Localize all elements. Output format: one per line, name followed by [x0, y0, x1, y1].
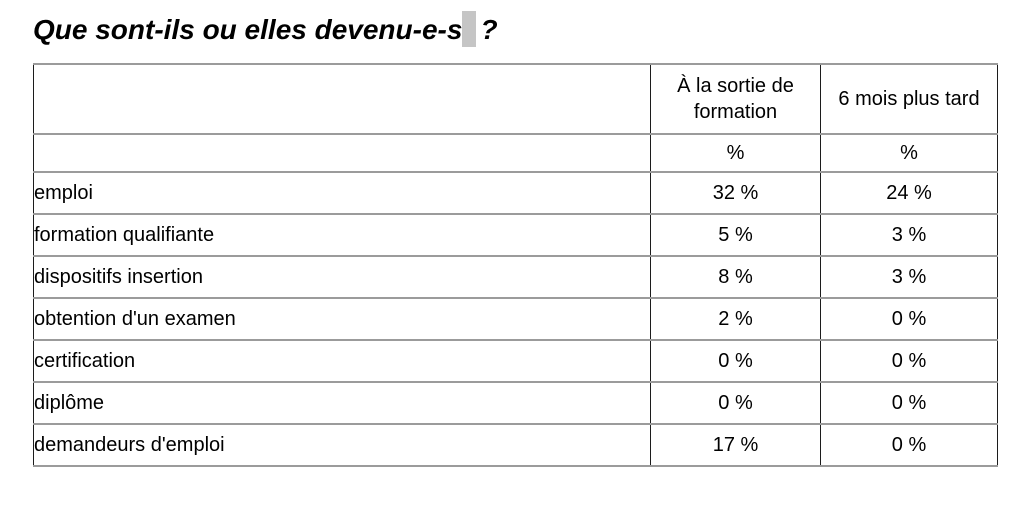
value-cell-6mois[interactable]: 0 %	[820, 423, 998, 467]
value-cell-sortie[interactable]: 5 %	[650, 213, 821, 257]
table-row: obtention d'un examen 2 % 0 %	[33, 297, 998, 341]
table-header-row: À la sortie de formation 6 mois plus tar…	[33, 63, 998, 135]
table-row: demandeurs d'emploi 17 % 0 %	[33, 423, 998, 467]
value-cell-6mois[interactable]: 0 %	[820, 339, 998, 383]
row-label-cell[interactable]: obtention d'un examen	[33, 297, 651, 341]
page-title[interactable]: Que sont-ils ou elles devenu-e-s ?	[33, 10, 991, 50]
unit-cell-sortie[interactable]: %	[650, 133, 821, 173]
row-label-cell[interactable]: formation qualifiante	[33, 213, 651, 257]
table-row: emploi 32 % 24 %	[33, 171, 998, 215]
header-corner-cell[interactable]	[33, 63, 651, 135]
row-label-cell[interactable]: emploi	[33, 171, 651, 215]
value-cell-sortie[interactable]: 0 %	[650, 381, 821, 425]
value-cell-6mois[interactable]: 24 %	[820, 171, 998, 215]
table-row: dispositifs insertion 8 % 3 %	[33, 255, 998, 299]
value-cell-sortie[interactable]: 8 %	[650, 255, 821, 299]
table-row: diplôme 0 % 0 %	[33, 381, 998, 425]
value-cell-6mois[interactable]: 3 %	[820, 213, 998, 257]
value-cell-6mois[interactable]: 3 %	[820, 255, 998, 299]
header-cell-sortie[interactable]: À la sortie de formation	[650, 63, 821, 135]
text-selection-highlight	[462, 11, 477, 47]
row-label-cell[interactable]: diplôme	[33, 381, 651, 425]
value-cell-sortie[interactable]: 32 %	[650, 171, 821, 215]
header-cell-6mois[interactable]: 6 mois plus tard	[820, 63, 998, 135]
title-question-mark: ?	[480, 14, 498, 45]
value-cell-6mois[interactable]: 0 %	[820, 297, 998, 341]
value-cell-6mois[interactable]: 0 %	[820, 381, 998, 425]
unit-cell-6mois[interactable]: %	[820, 133, 998, 173]
value-cell-sortie[interactable]: 0 %	[650, 339, 821, 383]
table-row: formation qualifiante 5 % 3 %	[33, 213, 998, 257]
table-unit-row: % %	[33, 133, 998, 173]
document-page: Que sont-ils ou elles devenu-e-s ? À la …	[0, 10, 1024, 523]
row-label-cell[interactable]: dispositifs insertion	[33, 255, 651, 299]
results-table: À la sortie de formation 6 mois plus tar…	[33, 63, 998, 467]
value-cell-sortie[interactable]: 2 %	[650, 297, 821, 341]
table-row: certification 0 % 0 %	[33, 339, 998, 383]
row-label-cell[interactable]: demandeurs d'emploi	[33, 423, 651, 467]
unit-corner-cell[interactable]	[33, 133, 651, 173]
value-cell-sortie[interactable]: 17 %	[650, 423, 821, 467]
title-text: Que sont-ils ou elles devenu-e-s	[33, 14, 463, 45]
row-label-cell[interactable]: certification	[33, 339, 651, 383]
